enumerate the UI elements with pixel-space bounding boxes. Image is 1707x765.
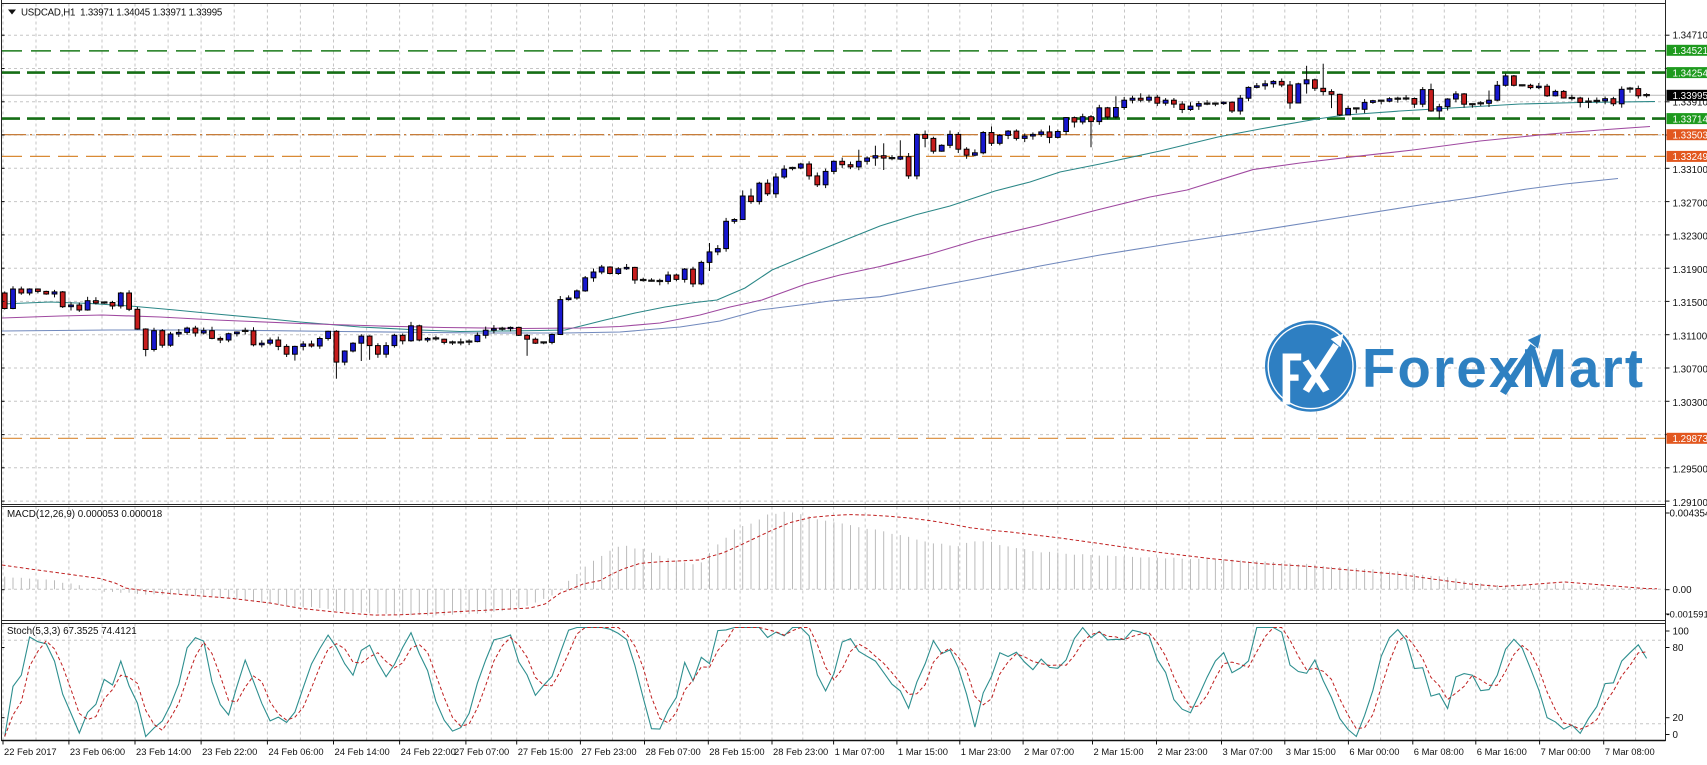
svg-text:22 Feb 2017: 22 Feb 2017: [4, 746, 57, 757]
svg-text:6 Mar 08:00: 6 Mar 08:00: [1414, 746, 1464, 757]
svg-text:2 Mar 23:00: 2 Mar 23:00: [1158, 746, 1208, 757]
svg-text:2 Mar 15:00: 2 Mar 15:00: [1094, 746, 1144, 757]
svg-text:0.00: 0.00: [1673, 585, 1693, 596]
svg-text:28 Feb 23:00: 28 Feb 23:00: [773, 746, 828, 757]
svg-text:7 Mar 08:00: 7 Mar 08:00: [1605, 746, 1655, 757]
svg-text:1 Mar 07:00: 1 Mar 07:00: [835, 746, 885, 757]
svg-text:23 Feb 06:00: 23 Feb 06:00: [70, 746, 125, 757]
svg-text:1.29873: 1.29873: [1673, 434, 1707, 445]
svg-text:24 Feb 14:00: 24 Feb 14:00: [335, 746, 390, 757]
svg-text:1.30300: 1.30300: [1673, 398, 1707, 409]
svg-text:1.33503: 1.33503: [1673, 131, 1707, 142]
svg-text:1.34710: 1.34710: [1673, 31, 1707, 42]
svg-text:1.32700: 1.32700: [1673, 198, 1707, 209]
svg-text:100: 100: [1673, 627, 1690, 638]
svg-text:28 Feb 07:00: 28 Feb 07:00: [646, 746, 701, 757]
svg-text:24 Feb 22:00: 24 Feb 22:00: [401, 746, 456, 757]
svg-text:3 Mar 15:00: 3 Mar 15:00: [1286, 746, 1336, 757]
svg-text:3 Mar 07:00: 3 Mar 07:00: [1223, 746, 1273, 757]
svg-text:1.31100: 1.31100: [1673, 332, 1707, 343]
svg-text:27 Feb 23:00: 27 Feb 23:00: [581, 746, 636, 757]
svg-text:1.33249: 1.33249: [1673, 152, 1707, 163]
svg-text:1 Mar 15:00: 1 Mar 15:00: [898, 746, 948, 757]
svg-text:1.31500: 1.31500: [1673, 298, 1707, 309]
svg-text:27 Feb 07:00: 27 Feb 07:00: [454, 746, 509, 757]
svg-text:1.31900: 1.31900: [1673, 265, 1707, 276]
svg-text:1.33100: 1.33100: [1673, 165, 1707, 176]
svg-text:1.34521: 1.34521: [1673, 46, 1707, 57]
svg-text:20: 20: [1673, 713, 1684, 724]
svg-text:-0.001591: -0.001591: [1667, 609, 1707, 620]
svg-text:28 Feb 15:00: 28 Feb 15:00: [709, 746, 764, 757]
svg-text:Stoch(5,3,3) 67.3525 74.4121: Stoch(5,3,3) 67.3525 74.4121: [7, 626, 137, 637]
svg-text:0: 0: [1673, 730, 1679, 741]
svg-text:1.29500: 1.29500: [1673, 465, 1707, 476]
svg-text:1 Mar 23:00: 1 Mar 23:00: [961, 746, 1011, 757]
svg-text:1.33714: 1.33714: [1673, 114, 1707, 125]
svg-text:7 Mar 00:00: 7 Mar 00:00: [1541, 746, 1591, 757]
svg-text:1.29100: 1.29100: [1673, 498, 1707, 509]
svg-text:24 Feb 06:00: 24 Feb 06:00: [268, 746, 323, 757]
svg-text:27 Feb 15:00: 27 Feb 15:00: [518, 746, 573, 757]
svg-text:23 Feb 14:00: 23 Feb 14:00: [136, 746, 191, 757]
svg-text:1.30700: 1.30700: [1673, 365, 1707, 376]
svg-text:1.32300: 1.32300: [1673, 232, 1707, 243]
svg-text:0.004354: 0.004354: [1670, 509, 1707, 520]
svg-text:80: 80: [1673, 643, 1684, 654]
svg-text:6 Mar 16:00: 6 Mar 16:00: [1477, 746, 1527, 757]
svg-text:1.34254: 1.34254: [1673, 68, 1707, 79]
svg-text:1.33995: 1.33995: [1673, 91, 1707, 102]
svg-text:USDCAD,H1 1.33971 1.34045 1.3: USDCAD,H1 1.33971 1.34045 1.33971 1.3399…: [21, 8, 222, 19]
svg-text:MACD(12,26,9) 0.000053 0.00001: MACD(12,26,9) 0.000053 0.000018: [7, 509, 163, 520]
svg-text:2 Mar 07:00: 2 Mar 07:00: [1024, 746, 1074, 757]
svg-text:6 Mar 00:00: 6 Mar 00:00: [1349, 746, 1399, 757]
svg-text:23 Feb 22:00: 23 Feb 22:00: [202, 746, 257, 757]
